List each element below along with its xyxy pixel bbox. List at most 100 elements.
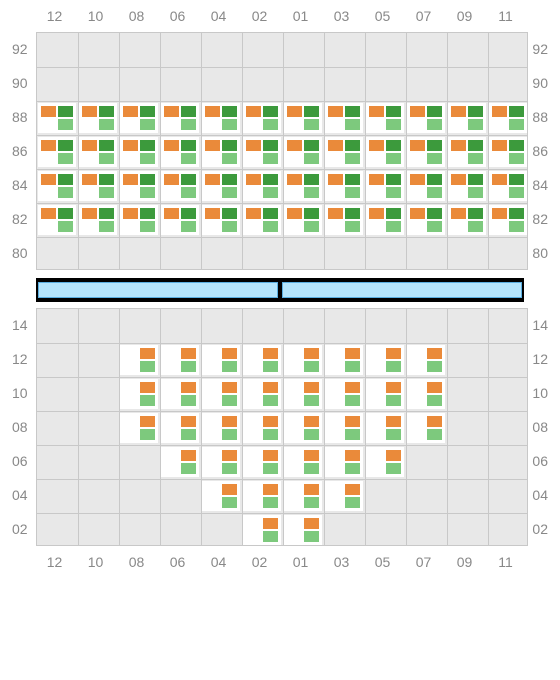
seat[interactable] — [366, 379, 404, 409]
seat[interactable] — [243, 481, 281, 511]
seat-dot — [328, 106, 343, 117]
seat[interactable] — [79, 205, 117, 235]
seat[interactable] — [407, 379, 445, 409]
seat[interactable] — [366, 171, 404, 201]
seat[interactable] — [161, 447, 199, 477]
seat[interactable] — [284, 447, 322, 477]
seat-dot — [386, 140, 401, 151]
seat[interactable] — [284, 103, 322, 133]
seat[interactable] — [407, 345, 445, 375]
seat[interactable] — [161, 379, 199, 409]
seat-dot — [345, 463, 360, 474]
seat-dot — [451, 208, 466, 219]
seat[interactable] — [407, 103, 445, 133]
seat[interactable] — [38, 171, 76, 201]
seat[interactable] — [243, 515, 281, 545]
seat[interactable] — [243, 103, 281, 133]
seat[interactable] — [489, 205, 527, 235]
seat-dot — [345, 484, 360, 495]
seat[interactable] — [243, 447, 281, 477]
row-label-right: 06 — [532, 453, 548, 469]
seat[interactable] — [284, 205, 322, 235]
seat[interactable] — [284, 413, 322, 443]
seat[interactable] — [38, 103, 76, 133]
seat[interactable] — [489, 137, 527, 167]
seat-dot — [246, 106, 261, 117]
seat[interactable] — [284, 345, 322, 375]
seat[interactable] — [161, 413, 199, 443]
seat[interactable] — [366, 103, 404, 133]
seat[interactable] — [79, 171, 117, 201]
seat[interactable] — [325, 379, 363, 409]
seat[interactable] — [202, 205, 240, 235]
seat[interactable] — [243, 137, 281, 167]
seat[interactable] — [489, 171, 527, 201]
seat[interactable] — [284, 515, 322, 545]
seat[interactable] — [38, 205, 76, 235]
seat[interactable] — [120, 205, 158, 235]
seat[interactable] — [120, 413, 158, 443]
seat[interactable] — [325, 413, 363, 443]
seat[interactable] — [79, 103, 117, 133]
seat[interactable] — [325, 345, 363, 375]
seat[interactable] — [243, 379, 281, 409]
seat-dot — [345, 497, 360, 508]
seat[interactable] — [161, 205, 199, 235]
seat-dot — [164, 382, 179, 393]
seat[interactable] — [366, 137, 404, 167]
seat-dot — [263, 119, 278, 130]
seat[interactable] — [243, 205, 281, 235]
seat[interactable] — [202, 379, 240, 409]
seat[interactable] — [325, 103, 363, 133]
seat[interactable] — [366, 447, 404, 477]
seat[interactable] — [284, 481, 322, 511]
seat[interactable] — [161, 103, 199, 133]
seat[interactable] — [202, 103, 240, 133]
seat[interactable] — [161, 345, 199, 375]
seat[interactable] — [325, 137, 363, 167]
seat-dot — [181, 429, 196, 440]
seat[interactable] — [120, 103, 158, 133]
seat[interactable] — [407, 413, 445, 443]
seat[interactable] — [120, 379, 158, 409]
seat[interactable] — [284, 171, 322, 201]
seat[interactable] — [489, 103, 527, 133]
seat[interactable] — [448, 171, 486, 201]
seat[interactable] — [325, 481, 363, 511]
seat[interactable] — [284, 137, 322, 167]
seat[interactable] — [448, 103, 486, 133]
seat[interactable] — [202, 413, 240, 443]
seat[interactable] — [366, 205, 404, 235]
seat[interactable] — [243, 413, 281, 443]
seat[interactable] — [202, 171, 240, 201]
seat[interactable] — [202, 137, 240, 167]
seat[interactable] — [202, 481, 240, 511]
seat[interactable] — [120, 137, 158, 167]
seat[interactable] — [325, 205, 363, 235]
seat[interactable] — [161, 137, 199, 167]
seat[interactable] — [448, 137, 486, 167]
seat-dot — [328, 153, 343, 164]
seat-dot — [123, 429, 138, 440]
seat[interactable] — [202, 447, 240, 477]
seat[interactable] — [366, 413, 404, 443]
seat[interactable] — [120, 345, 158, 375]
seat[interactable] — [325, 171, 363, 201]
seat-dot — [369, 106, 384, 117]
seat[interactable] — [243, 345, 281, 375]
seat[interactable] — [284, 379, 322, 409]
seat[interactable] — [407, 137, 445, 167]
seat[interactable] — [161, 171, 199, 201]
seat[interactable] — [120, 171, 158, 201]
seat[interactable] — [407, 205, 445, 235]
seat-dot — [287, 119, 302, 130]
seat[interactable] — [243, 171, 281, 201]
seat[interactable] — [202, 345, 240, 375]
seat-dot — [509, 140, 524, 151]
seat[interactable] — [38, 137, 76, 167]
seat[interactable] — [79, 137, 117, 167]
seat[interactable] — [325, 447, 363, 477]
seat[interactable] — [407, 171, 445, 201]
seat[interactable] — [366, 345, 404, 375]
seat[interactable] — [448, 205, 486, 235]
